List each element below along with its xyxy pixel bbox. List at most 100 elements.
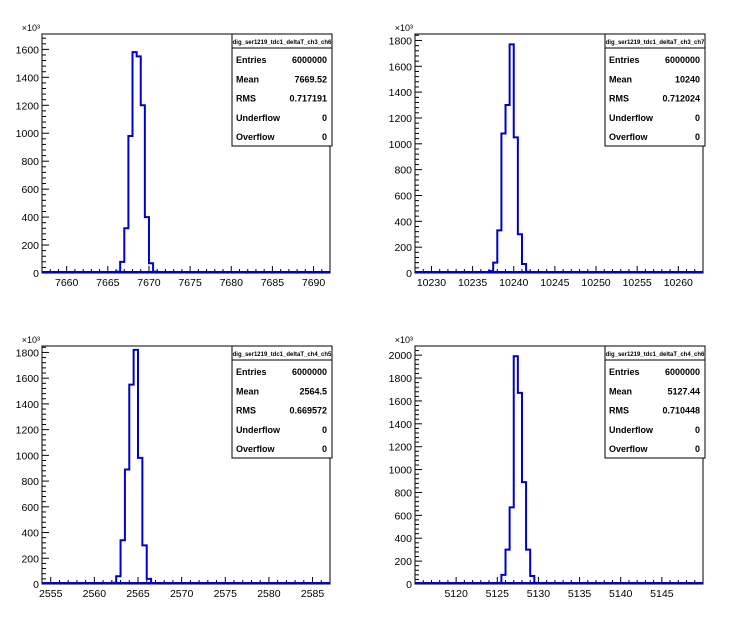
x-tick-label: 10240 (499, 277, 528, 289)
stats-value: 0.717191 (289, 94, 327, 104)
y-tick-label: 1600 (16, 373, 40, 385)
y-tick-label: 1200 (16, 100, 40, 112)
stats-title: dig_ser1219_tdc1_deltaT_ch3_ch6 (233, 40, 332, 46)
stats-value: 0 (322, 132, 327, 142)
y-tick-label: 400 (394, 533, 412, 545)
y-tick-label: 800 (21, 476, 39, 488)
y-tick-label: 1800 (389, 373, 413, 385)
stats-value: 0.669572 (289, 406, 327, 416)
x-tick-label: 2560 (83, 588, 107, 600)
x-tick-label: 5140 (609, 588, 633, 600)
y-tick-label: 600 (394, 190, 412, 202)
y-tick-label: 200 (21, 240, 39, 252)
stats-label: Mean (609, 386, 632, 396)
stats-label: Entries (609, 55, 640, 65)
stats-label: Overflow (609, 444, 649, 454)
x-tick-label: 10245 (540, 277, 569, 289)
stats-label: Overflow (236, 132, 276, 142)
y-axis-multiplier: ×10³ (395, 23, 413, 33)
stats-value: 0.712024 (662, 94, 700, 104)
x-tick-label: 7670 (137, 277, 161, 289)
y-tick-label: 1000 (389, 465, 413, 477)
y-tick-label: 1800 (389, 35, 413, 47)
histogram-outline (488, 43, 532, 273)
x-tick-label: 7685 (261, 277, 285, 289)
x-tick-label: 7665 (96, 277, 120, 289)
stats-value: 5127.44 (667, 386, 700, 396)
y-tick-label: 800 (21, 156, 39, 168)
histogram-panel-4: 5120 5125 5130 5135 5140 5145 0 200 400 600 800 100… (389, 335, 706, 600)
x-tick-label: 5135 (568, 588, 592, 600)
x-tick-label: 10260 (664, 277, 693, 289)
stats-value: 0 (695, 132, 700, 142)
y-tick-label: 1000 (389, 139, 413, 151)
stats-box: dig_ser1219_tdc1_deltaT_ch3_ch7 Entries 60… (604, 33, 706, 147)
stats-value: 0 (695, 425, 700, 435)
x-tick-label: 2580 (257, 588, 281, 600)
stats-label: RMS (609, 94, 629, 104)
stats-value: 0 (695, 444, 700, 454)
y-tick-label: 0 (33, 579, 39, 591)
stats-label: Overflow (236, 444, 276, 454)
y-tick-label: 0 (406, 579, 412, 591)
histogram-panel-2: 10230 10235 10240 10245 10250 10255 10260 0 200 4… (389, 23, 706, 289)
stats-value: 6000000 (292, 55, 327, 65)
x-tick-label: 7660 (55, 277, 79, 289)
stats-label: Mean (236, 74, 259, 84)
x-tick-label: 2575 (214, 588, 238, 600)
y-tick-label: 400 (21, 528, 39, 540)
y-axis-multiplier: ×10³ (22, 335, 40, 345)
y-tick-label: 600 (394, 510, 412, 522)
stats-title: dig_ser1219_tdc1_deltaT_ch4_ch6 (606, 352, 705, 358)
stats-value: 0 (322, 425, 327, 435)
y-tick-label: 800 (394, 487, 412, 499)
y-tick-label: 400 (394, 216, 412, 228)
histogram-outline (496, 355, 540, 584)
stats-value: 6000000 (665, 55, 700, 65)
stats-label: Overflow (609, 132, 649, 142)
stats-label: RMS (236, 406, 256, 416)
stats-box-frame (604, 345, 706, 459)
y-tick-label: 1600 (389, 61, 413, 73)
stats-label: Underflow (236, 113, 281, 123)
x-tick-label: 10230 (417, 277, 446, 289)
stats-label: Underflow (609, 113, 654, 123)
stats-label: RMS (609, 406, 629, 416)
stats-value: 2564.5 (299, 386, 327, 396)
stats-title: dig_ser1219_tdc1_deltaT_ch4_ch5 (233, 352, 332, 358)
y-axis-multiplier: ×10³ (22, 23, 40, 33)
stats-box-frame (231, 345, 333, 459)
x-tick-label: 2565 (126, 588, 150, 600)
histogram-panel-1: 7660 7665 7670 7675 7680 7685 7690 0 200 400 600 80… (16, 23, 333, 289)
stats-value: 6000000 (292, 367, 327, 377)
x-tick-label: 2555 (39, 588, 63, 600)
y-tick-label: 1400 (16, 72, 40, 84)
y-tick-label: 200 (394, 242, 412, 254)
y-tick-label: 0 (406, 268, 412, 280)
stats-value: 6000000 (665, 367, 700, 377)
stats-title: dig_ser1219_tdc1_deltaT_ch3_ch7 (606, 40, 705, 46)
stats-label: Mean (609, 74, 632, 84)
histogram-panel-3: 2555 2560 2565 2570 2575 2580 2585 0 200 400 600 80… (16, 335, 333, 600)
y-tick-label: 600 (21, 502, 39, 514)
stats-value: 0 (695, 113, 700, 123)
y-tick-label: 1200 (389, 442, 413, 454)
y-tick-label: 200 (394, 556, 412, 568)
x-tick-label: 2570 (170, 588, 194, 600)
stats-value: 0.710448 (662, 406, 700, 416)
y-tick-label: 600 (21, 184, 39, 196)
x-tick-label: 5130 (527, 588, 551, 600)
y-tick-label: 1600 (16, 44, 40, 56)
stats-box-frame (231, 33, 333, 147)
stats-label: Underflow (236, 425, 281, 435)
stats-value: 7669.52 (294, 74, 327, 84)
y-axis-multiplier: ×10³ (395, 335, 413, 345)
y-tick-label: 1200 (389, 113, 413, 125)
y-tick-label: 1400 (389, 87, 413, 99)
x-tick-label: 5145 (650, 588, 674, 600)
y-tick-label: 1200 (16, 425, 40, 437)
y-tick-label: 1000 (16, 450, 40, 462)
y-tick-label: 1400 (389, 419, 413, 431)
x-tick-label: 10235 (458, 277, 487, 289)
